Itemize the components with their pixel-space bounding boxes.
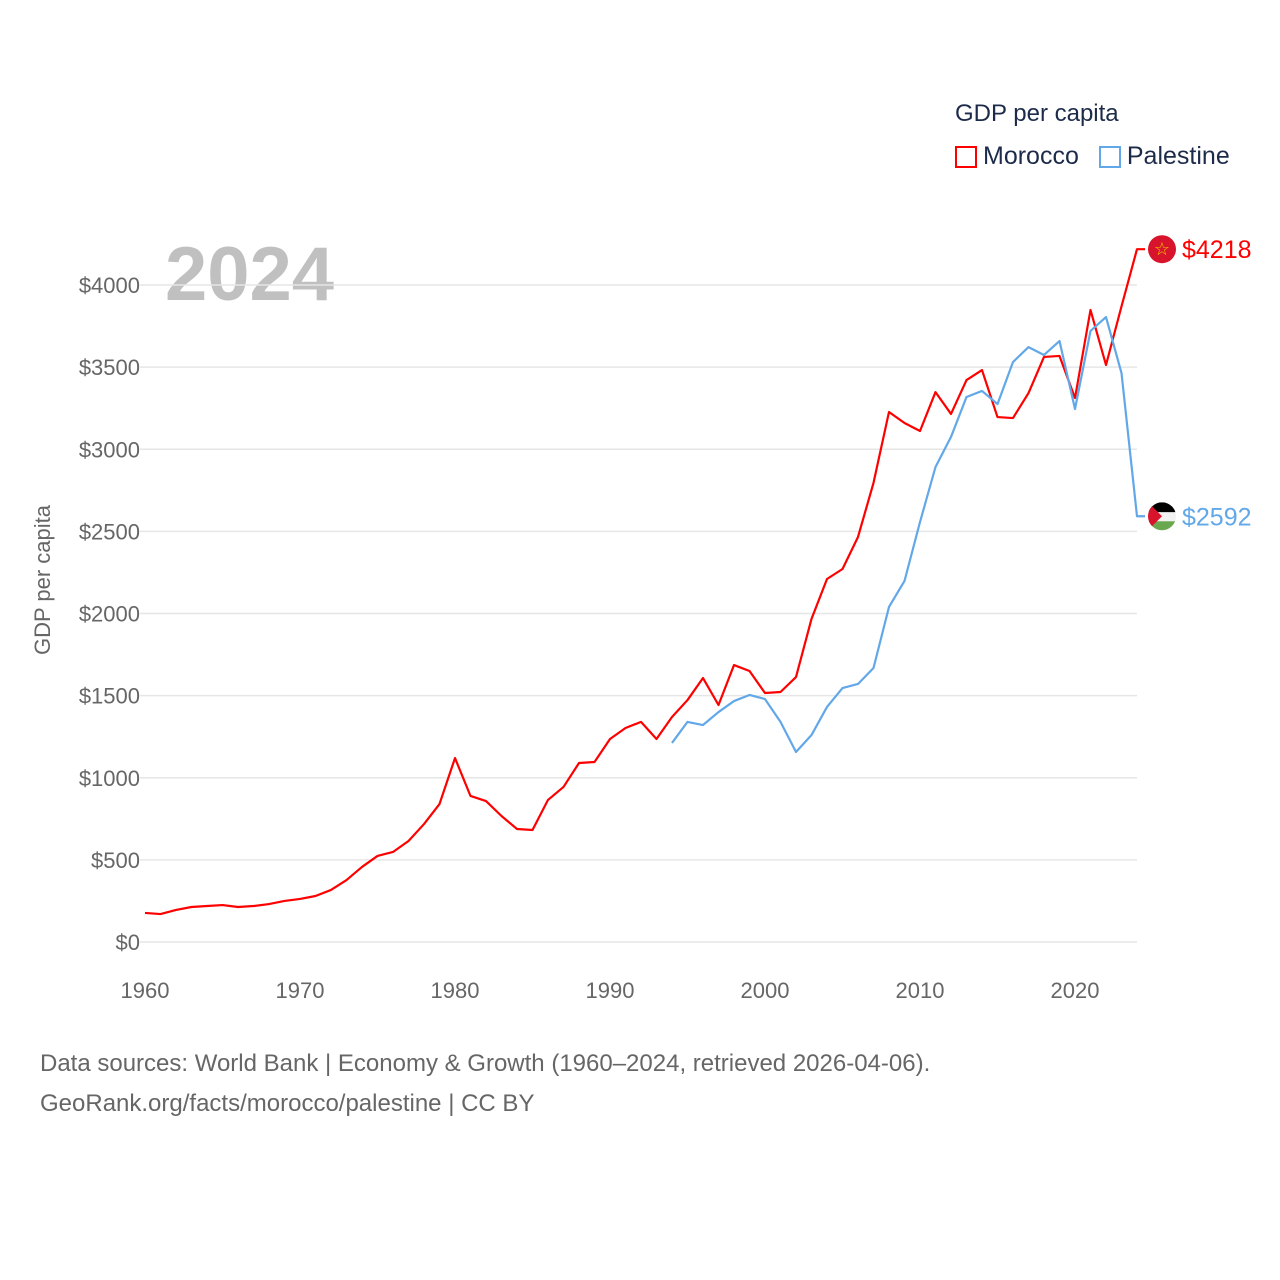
svg-text:☆: ☆ (1154, 239, 1170, 259)
y-tick-label: $3500 (79, 355, 140, 380)
end-value-label-palestine: $2592 (1182, 503, 1252, 531)
x-tick-label: 1990 (586, 978, 635, 1003)
y-tick-label: $2000 (79, 602, 140, 627)
series-line-morocco[interactable] (144, 248, 1145, 916)
end-value-label-morocco: $4218 (1182, 236, 1252, 264)
year-watermark: 2024 (165, 232, 334, 317)
morocco-flag-icon: ☆ (1148, 235, 1176, 264)
x-tick-label: 2010 (896, 978, 945, 1003)
legend-title: GDP per capita (955, 100, 1119, 127)
legend-item-palestine[interactable]: Palestine (1098, 142, 1230, 171)
y-axis-label: GDP per capita (30, 504, 55, 655)
y-tick-label: $2500 (79, 519, 140, 544)
legend-label-morocco: Morocco (983, 142, 1079, 170)
series-line-palestine[interactable] (671, 315, 1145, 754)
legend-label-palestine: Palestine (1126, 142, 1230, 170)
x-tick-label: 2020 (1051, 978, 1100, 1003)
data-source-text: Data sources: World Bank | Economy & Gro… (40, 1050, 931, 1077)
x-tick-label: 1980 (431, 978, 480, 1003)
y-tick-label: $1500 (79, 684, 140, 709)
y-tick-label: $0 (116, 930, 140, 955)
x-tick-label: 2000 (741, 978, 790, 1003)
legend-item-morocco[interactable]: Morocco (955, 142, 1079, 171)
x-tick-label: 1970 (276, 978, 325, 1003)
palestine-flag-icon (1148, 502, 1176, 531)
legend-swatch-palestine (1098, 145, 1121, 168)
y-tick-label: $500 (91, 848, 140, 873)
attribution-link[interactable]: GeoRank.org/facts/morocco/palestine | CC… (40, 1090, 535, 1117)
y-tick-label: $3000 (79, 437, 140, 462)
x-tick-label: 1960 (121, 978, 170, 1003)
y-tick-label: $1000 (79, 766, 140, 791)
legend-swatch-morocco (955, 145, 977, 168)
legend: Morocco Palestine (955, 142, 1230, 171)
footer: Data sources: World Bank | Economy & Gro… (40, 1044, 930, 1124)
y-tick-label: $4000 (79, 273, 140, 298)
